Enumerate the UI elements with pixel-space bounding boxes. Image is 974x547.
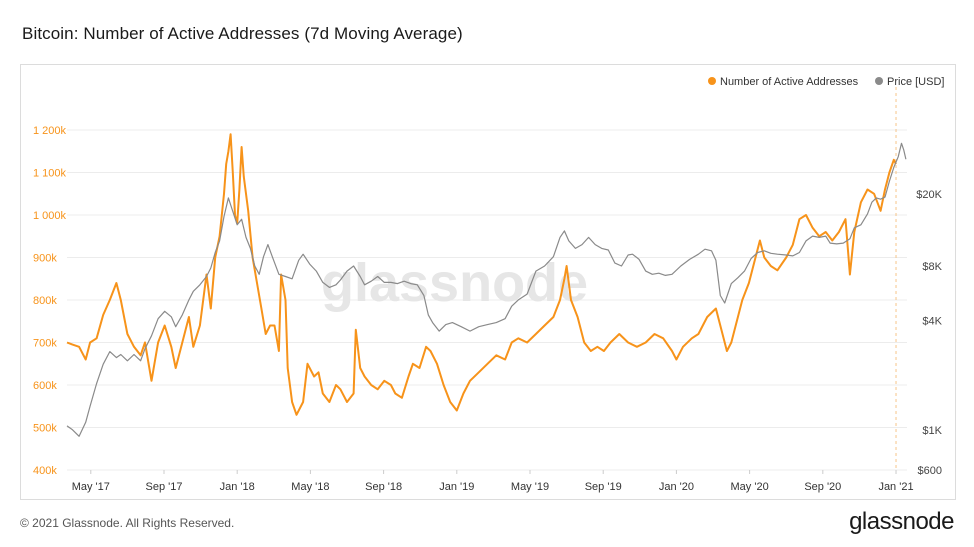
x-tick-label: Sep '20: [804, 481, 841, 493]
x-tick-label: May '19: [511, 481, 549, 493]
glassnode-logo[interactable]: glassnode: [849, 508, 954, 535]
y-left-tick-label: 600k: [33, 380, 57, 392]
x-tick-label: Sep '17: [146, 481, 183, 493]
series-active-addresses[interactable]: [66, 133, 897, 416]
y-left-tick-label: 900k: [33, 253, 57, 265]
series-price[interactable]: [66, 142, 907, 437]
x-tick-label: May '18: [291, 481, 329, 493]
x-tick-label: Sep '18: [365, 481, 402, 493]
y-left-tick-label: 1 100k: [33, 168, 67, 180]
legend-price-marker: [875, 77, 883, 85]
y-right-tick-label: $1K: [922, 425, 942, 437]
y-left-tick-label: 1 200k: [33, 125, 67, 137]
y-left-tick-label: 800k: [33, 295, 57, 307]
watermark: glassnode: [321, 253, 588, 313]
y-right-tick-label: $8K: [922, 261, 942, 273]
y-right-tick-label: $4K: [922, 316, 942, 328]
x-tick-label: May '20: [731, 481, 769, 493]
y-right-tick-label: $20K: [916, 189, 942, 201]
legend-addresses-marker: [708, 77, 716, 85]
x-tick-label: Sep '19: [585, 481, 622, 493]
chart-title: Bitcoin: Number of Active Addresses (7d …: [22, 24, 463, 43]
x-tick-label: Jan '20: [659, 481, 694, 493]
x-tick-label: Jan '18: [220, 481, 255, 493]
y-left-tick-label: 400k: [33, 465, 57, 477]
x-tick-label: May '17: [72, 481, 110, 493]
y-right-tick-label: $600: [918, 465, 942, 477]
y-left-tick-label: 500k: [33, 423, 57, 435]
x-tick-label: Jan '21: [878, 481, 913, 493]
y-left-tick-label: 1 000k: [33, 210, 67, 222]
chart: glassnode 400k 500k 600k 700k 800k 900k 1 000k…: [33, 76, 944, 493]
legend-price-label[interactable]: Price [USD]: [887, 76, 944, 88]
legend-addresses-label[interactable]: Number of Active Addresses: [720, 76, 859, 88]
copyright: © 2021 Glassnode. All Rights Reserved.: [20, 516, 235, 530]
x-tick-label: Jan '19: [439, 481, 474, 493]
y-left-tick-label: 700k: [33, 338, 57, 350]
chart-frame: glassnode 400k 500k 600k 700k 800k 900k 1 000k…: [20, 64, 956, 500]
